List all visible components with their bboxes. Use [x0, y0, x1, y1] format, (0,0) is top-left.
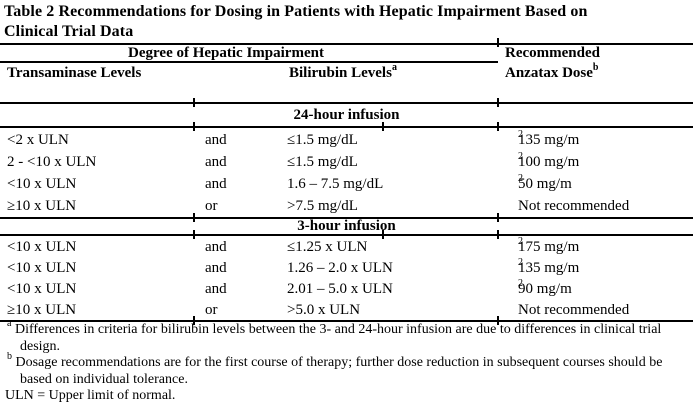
- bilirubin-header-footnote-marker: a: [391, 62, 397, 73]
- dose-value: 100 mg/m: [518, 154, 580, 170]
- dose-superscript: 2: [518, 236, 523, 247]
- group-header-degree-of-hepatic-impairment: Degree of Hepatic Impairment: [128, 45, 324, 61]
- conjunction-cell: or: [205, 302, 218, 318]
- dose-value: 90 mg/m: [518, 281, 572, 297]
- table-row: <10 x ULN and ≤1.25 x ULN 175 mg/m 2: [0, 237, 693, 258]
- footnote-marker: a: [7, 318, 12, 330]
- table-row: ≥10 x ULN or >7.5 mg/dL Not recommended: [0, 195, 693, 217]
- footnote-text: Dosage recommendations are for the first…: [15, 355, 663, 387]
- dose-superscript: 2: [518, 151, 523, 162]
- column-tick: [497, 213, 499, 222]
- footnote: ULN = Upper limit of normal.: [5, 388, 669, 405]
- table-rule-band1-top: [0, 102, 693, 104]
- footnote-text: Differences in criteria for bilirubin le…: [14, 322, 662, 354]
- transaminase-cell: <10 x ULN: [7, 281, 77, 297]
- table-rule-band2-bottom: [0, 234, 693, 236]
- dose-value: 175 mg/m: [518, 239, 580, 255]
- column-tick: [193, 316, 195, 325]
- transaminase-cell: <10 x ULN: [7, 239, 77, 255]
- bilirubin-cell: >7.5 mg/dL: [287, 198, 358, 214]
- column-tick: [497, 230, 499, 239]
- bilirubin-cell: ≤1.5 mg/dL: [287, 132, 358, 148]
- table-row: ≥10 x ULN or >5.0 x ULN Not recommended: [0, 300, 693, 321]
- table-row: <2 x ULN and ≤1.5 mg/dL 135 mg/m 2: [0, 129, 693, 151]
- transaminase-cell: 2 - <10 x ULN: [7, 154, 97, 170]
- bilirubin-cell: >5.0 x ULN: [287, 302, 361, 318]
- footnote: a Differences in criteria for bilirubin …: [5, 319, 669, 355]
- dose-header-footnote-marker: b: [592, 62, 599, 73]
- transaminase-cell: <10 x ULN: [7, 260, 77, 276]
- table-row: 2 - <10 x ULN and ≤1.5 mg/dL 100 mg/m 2: [0, 151, 693, 173]
- table-title-line2: Clinical Trial Data: [4, 22, 134, 40]
- dose-column-header-line1: Recommended: [505, 45, 600, 61]
- dose-superscript: 2: [518, 173, 523, 184]
- section-band-3-hour-infusion: 3-hour infusion: [297, 218, 396, 234]
- transaminase-cell: ≥10 x ULN: [7, 302, 77, 318]
- dose-cell: 100 mg/m 2: [518, 151, 579, 173]
- dose-cell: 90 mg/m 2: [518, 278, 572, 300]
- dose-value: 50 mg/m: [518, 176, 572, 192]
- dose-value: Not recommended: [518, 302, 630, 318]
- conjunction-cell: or: [205, 198, 218, 214]
- dose-cell: 135 mg/m 2: [518, 257, 579, 279]
- dose-cell: 175 mg/m 2: [518, 236, 579, 258]
- dose-value: 135 mg/m: [518, 132, 580, 148]
- table-rule-group-underline: [0, 61, 498, 63]
- bilirubin-column-header-text: Bilirubin Levels: [289, 65, 392, 81]
- conjunction-cell: and: [205, 176, 227, 192]
- dose-superscript: 2: [518, 278, 523, 289]
- footnotes: a Differences in criteria for bilirubin …: [5, 319, 669, 405]
- conjunction-cell: and: [205, 154, 227, 170]
- bilirubin-column-header: Bilirubin Levelsa: [289, 62, 397, 82]
- footnote-marker: b: [7, 351, 12, 363]
- conjunction-cell: and: [205, 239, 227, 255]
- column-tick: [193, 122, 195, 131]
- bilirubin-cell: ≤1.25 x ULN: [287, 239, 368, 255]
- transaminase-column-header: Transaminase Levels: [7, 65, 142, 81]
- column-tick: [497, 122, 499, 131]
- dose-value: 135 mg/m: [518, 260, 580, 276]
- table-title-line1: Table 2 Recommendations for Dosing in Pa…: [4, 3, 588, 20]
- conjunction-cell: and: [205, 260, 227, 276]
- column-tick: [193, 230, 195, 239]
- table-row: <10 x ULN and 1.6 – 7.5 mg/dL 50 mg/m 2: [0, 173, 693, 195]
- column-tick: [497, 98, 499, 107]
- dose-cell: 50 mg/m 2: [518, 173, 572, 195]
- dose-column-header-text: Anzatax Dose: [505, 65, 593, 81]
- dose-superscript: 2: [518, 257, 523, 268]
- transaminase-cell: <2 x ULN: [7, 132, 69, 148]
- table-rule-band2-top: [0, 217, 693, 219]
- column-tick: [382, 230, 384, 239]
- table-row: <10 x ULN and 2.01 – 5.0 x ULN 90 mg/m 2: [0, 279, 693, 300]
- transaminase-cell: ≥10 x ULN: [7, 198, 77, 214]
- conjunction-cell: and: [205, 132, 227, 148]
- dose-superscript: 2: [518, 129, 523, 140]
- bilirubin-cell: 1.26 – 2.0 x ULN: [287, 260, 393, 276]
- bilirubin-cell: ≤1.5 mg/dL: [287, 154, 358, 170]
- column-tick: [382, 122, 384, 131]
- table-rule-top: [0, 43, 693, 45]
- transaminase-cell: <10 x ULN: [7, 176, 77, 192]
- bilirubin-cell: 1.6 – 7.5 mg/dL: [287, 176, 384, 192]
- conjunction-cell: and: [205, 281, 227, 297]
- column-tick: [193, 213, 195, 222]
- column-tick: [497, 316, 499, 325]
- dose-value: Not recommended: [518, 198, 630, 214]
- table-row: <10 x ULN and 1.26 – 2.0 x ULN 135 mg/m 2: [0, 258, 693, 279]
- column-tick: [497, 38, 499, 47]
- section-band-24-hour-infusion: 24-hour infusion: [293, 107, 400, 123]
- footnote: b Dosage recommendations are for the fir…: [5, 352, 669, 388]
- column-tick: [193, 98, 195, 107]
- table-rule-band1-bottom: [0, 126, 693, 128]
- table-title: Table 2 Recommendations for Dosing in Pa…: [4, 2, 694, 41]
- dose-column-header-line2: Anzatax Doseb: [505, 62, 599, 82]
- bilirubin-cell: 2.01 – 5.0 x ULN: [287, 281, 393, 297]
- table-rule-bottom: [0, 320, 693, 322]
- footnote-text: ULN = Upper limit of normal.: [5, 388, 176, 403]
- dose-cell: 135 mg/m 2: [518, 129, 579, 151]
